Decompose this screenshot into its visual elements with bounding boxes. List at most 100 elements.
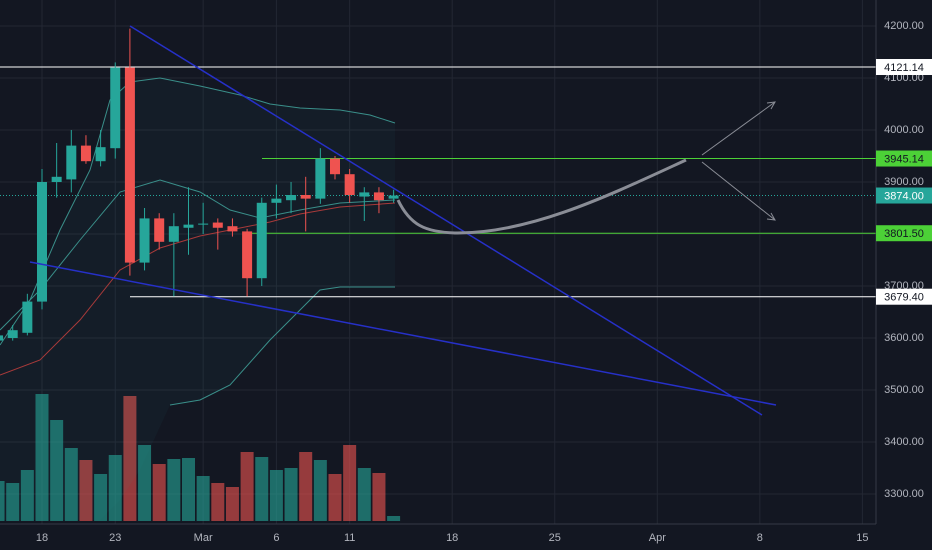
- volume-bar: [269, 470, 283, 521]
- price-axis: [876, 0, 932, 550]
- y-tick-label: 3900.00: [884, 176, 924, 188]
- volume-bar: [50, 420, 64, 521]
- price-label: 3679.40: [884, 292, 924, 304]
- price-label: 3945.14: [884, 153, 924, 165]
- x-tick-label: 15: [856, 532, 868, 544]
- candle-body: [198, 223, 209, 225]
- volume-bar: [211, 483, 225, 521]
- volume-bar: [255, 457, 269, 521]
- price-lines: [0, 66, 876, 298]
- volume-bar: [240, 452, 254, 521]
- x-tick-label: 11: [344, 532, 355, 544]
- projection-curve: [396, 158, 687, 235]
- x-tick-label: Apr: [649, 532, 666, 544]
- price-label: 4121.14: [884, 62, 924, 74]
- candle-body: [300, 195, 311, 199]
- y-tick-label: 3300.00: [884, 488, 924, 500]
- candle-body: [154, 218, 165, 242]
- bollinger-bands: [0, 77, 396, 520]
- volume-bar: [343, 445, 357, 521]
- y-tick-label: 3500.00: [884, 384, 924, 396]
- candle-body: [373, 192, 384, 201]
- x-tick-label: 8: [757, 532, 763, 544]
- candle-body: [7, 330, 18, 338]
- candle-body: [0, 335, 4, 341]
- price-label-box: [876, 150, 932, 167]
- arrow-head: [766, 101, 776, 110]
- axes: 4200.004100.004000.003900.003800.003700.…: [36, 20, 932, 544]
- volume-bar: [299, 452, 313, 521]
- candle-body: [315, 158, 326, 199]
- volume-bar: [196, 476, 210, 521]
- volume-bar: [372, 473, 386, 521]
- candle-body: [286, 195, 297, 201]
- candle-body: [139, 218, 150, 263]
- volume-bar: [357, 468, 371, 521]
- arrow-head: [766, 212, 776, 221]
- candle-body: [388, 195, 399, 199]
- volume-bar: [313, 460, 327, 521]
- candle-body: [359, 192, 370, 197]
- volume-bar: [328, 474, 342, 521]
- candle-body: [212, 222, 223, 228]
- price-label: 3801.50: [884, 228, 924, 240]
- candle-body: [256, 202, 267, 279]
- price-label-box: [876, 225, 932, 242]
- volume-bar: [94, 474, 108, 521]
- candle-body: [124, 67, 135, 263]
- volume-bar: [6, 483, 20, 521]
- candle-body: [22, 301, 33, 333]
- candle-body: [110, 67, 121, 149]
- price-label-box: [876, 288, 932, 305]
- candle-body: [95, 147, 106, 162]
- middle-band: [0, 179, 396, 331]
- candle-body: [271, 198, 282, 203]
- candle-body: [344, 174, 355, 195]
- candle-body: [80, 145, 91, 162]
- band-fill: [0, 78, 395, 520]
- candle-body: [227, 226, 238, 232]
- volume-bar: [138, 445, 152, 521]
- volume-bar: [152, 464, 166, 521]
- volume-pane: [0, 394, 401, 521]
- candle-body: [51, 176, 62, 182]
- volume-bar: [167, 459, 181, 521]
- volume-bar: [20, 470, 34, 521]
- y-tick-label: 4200.00: [884, 20, 924, 32]
- arrow: [701, 101, 776, 156]
- drawings: [29, 25, 777, 416]
- volume-bar: [387, 516, 401, 521]
- candle-body: [242, 231, 253, 279]
- candles: [0, 28, 399, 341]
- y-tick-label: 4000.00: [884, 124, 924, 136]
- trend-line: [129, 25, 763, 416]
- candle-body: [168, 226, 179, 242]
- price-label: 3874.00: [884, 190, 924, 202]
- arrow: [701, 161, 776, 221]
- x-tick-label: 6: [273, 532, 279, 544]
- upper-band: [0, 77, 396, 346]
- volume-bar: [123, 396, 137, 521]
- candle-body: [66, 145, 77, 180]
- price-label-box: [876, 187, 932, 204]
- moving-average: [0, 202, 396, 376]
- trend-line: [29, 261, 777, 406]
- x-tick-label: 18: [446, 532, 458, 544]
- candle-body: [37, 182, 47, 302]
- volume-bar: [225, 487, 239, 521]
- x-tick-label: 18: [36, 532, 48, 544]
- x-tick-label: 25: [549, 532, 561, 544]
- volume-bar: [35, 394, 49, 521]
- time-axis: [0, 524, 932, 550]
- y-tick-label: 3600.00: [884, 332, 924, 344]
- volume-bar: [0, 481, 5, 521]
- candle-body: [183, 224, 194, 228]
- volume-bar: [284, 468, 298, 521]
- y-tick-label: 3400.00: [884, 436, 924, 448]
- volume-bar: [108, 455, 122, 521]
- volume-bar: [182, 458, 195, 521]
- lower-band: [169, 286, 395, 406]
